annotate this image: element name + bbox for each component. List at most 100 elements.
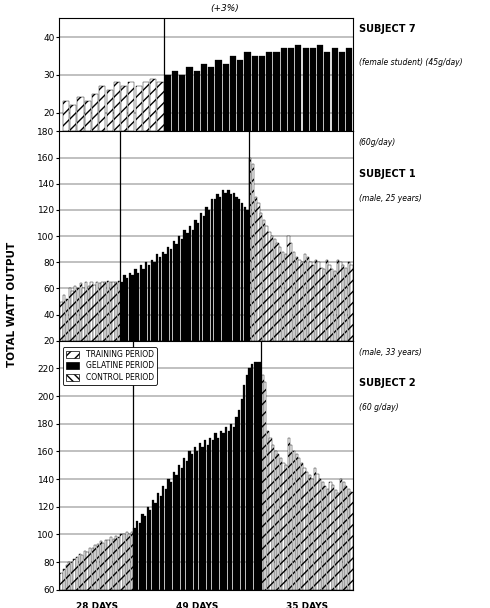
Bar xyxy=(170,482,172,590)
Bar xyxy=(86,553,89,590)
Bar xyxy=(136,86,142,131)
Bar xyxy=(91,282,93,340)
Bar xyxy=(315,260,317,340)
Text: (female student) (45g/day): (female student) (45g/day) xyxy=(359,58,462,67)
Bar xyxy=(282,463,285,590)
Bar xyxy=(324,486,326,590)
Bar xyxy=(216,194,219,340)
Text: 26 DAYS: 26 DAYS xyxy=(237,145,279,154)
Bar xyxy=(168,479,170,590)
Bar xyxy=(85,282,87,340)
Bar xyxy=(186,67,193,131)
Bar xyxy=(60,302,63,340)
Bar xyxy=(121,534,122,590)
Bar xyxy=(201,63,207,131)
Bar xyxy=(293,252,295,340)
Bar xyxy=(60,573,63,590)
Bar xyxy=(312,265,314,340)
Bar xyxy=(337,260,339,340)
Bar xyxy=(332,49,338,131)
Bar xyxy=(307,257,309,340)
Bar xyxy=(154,503,157,590)
Bar xyxy=(99,86,105,131)
Bar xyxy=(78,554,81,590)
Bar xyxy=(77,97,84,131)
Bar xyxy=(69,288,71,340)
Bar xyxy=(118,537,120,590)
Bar xyxy=(290,243,293,340)
Bar xyxy=(63,295,66,340)
Bar xyxy=(170,249,172,340)
Bar xyxy=(192,230,194,340)
Bar xyxy=(74,286,76,340)
Bar xyxy=(157,82,164,131)
Bar xyxy=(274,239,276,340)
Bar xyxy=(238,410,240,590)
Bar xyxy=(79,283,82,340)
Bar xyxy=(129,273,131,340)
Bar xyxy=(97,544,99,590)
Bar xyxy=(115,536,118,590)
Bar xyxy=(327,489,329,590)
Bar xyxy=(328,265,331,340)
Bar xyxy=(165,489,167,590)
Bar xyxy=(345,486,347,590)
Bar xyxy=(93,285,96,340)
Bar xyxy=(335,490,337,590)
Text: 47 DAYS: 47 DAYS xyxy=(164,353,206,362)
Bar xyxy=(205,207,208,340)
Bar xyxy=(274,451,277,590)
Bar xyxy=(227,190,229,340)
Bar xyxy=(172,71,178,131)
Bar xyxy=(342,265,344,340)
Bar xyxy=(230,194,232,340)
Bar xyxy=(282,252,284,340)
Bar xyxy=(233,427,235,590)
Bar xyxy=(81,555,83,590)
Bar xyxy=(66,299,68,340)
Bar xyxy=(314,468,316,590)
Bar xyxy=(208,67,214,131)
Text: 35 DAYS: 35 DAYS xyxy=(286,602,328,608)
Bar xyxy=(113,539,115,590)
Bar xyxy=(310,49,316,131)
Bar xyxy=(273,52,280,131)
Bar xyxy=(222,190,224,340)
Bar xyxy=(92,94,98,131)
Bar xyxy=(339,52,345,131)
Bar xyxy=(147,506,149,590)
Bar xyxy=(76,556,78,590)
Bar xyxy=(150,78,156,131)
Bar xyxy=(188,451,191,590)
Bar xyxy=(337,493,340,590)
Bar xyxy=(340,262,342,340)
Bar xyxy=(245,52,250,131)
Legend: TRAINING PERIOD, GELATINE PERIOD, CONTROL PERIOD: TRAINING PERIOD, GELATINE PERIOD, CONTRO… xyxy=(63,347,157,385)
Bar xyxy=(249,157,251,340)
Bar xyxy=(259,56,265,131)
Bar xyxy=(85,102,91,131)
Bar xyxy=(140,265,142,340)
Bar xyxy=(267,430,269,590)
Bar xyxy=(222,63,229,131)
Text: 49 DAYS: 49 DAYS xyxy=(176,602,219,608)
Bar xyxy=(200,213,202,340)
Bar xyxy=(257,204,260,340)
Bar xyxy=(183,458,185,590)
Bar xyxy=(178,236,180,340)
Bar xyxy=(101,282,104,340)
Bar xyxy=(131,275,134,340)
Bar xyxy=(321,482,324,590)
Bar xyxy=(309,475,311,590)
Bar xyxy=(126,278,128,340)
Bar xyxy=(167,247,170,340)
Bar xyxy=(143,269,145,340)
Text: TOTAL WATT OUTPUT: TOTAL WATT OUTPUT xyxy=(7,241,17,367)
Bar xyxy=(99,541,102,590)
Text: SUBJECT 7: SUBJECT 7 xyxy=(359,24,416,34)
Bar xyxy=(219,197,221,340)
Bar xyxy=(131,531,133,590)
Bar xyxy=(102,543,104,590)
Bar xyxy=(262,375,264,590)
Text: 28 DAYS: 28 DAYS xyxy=(75,602,118,608)
